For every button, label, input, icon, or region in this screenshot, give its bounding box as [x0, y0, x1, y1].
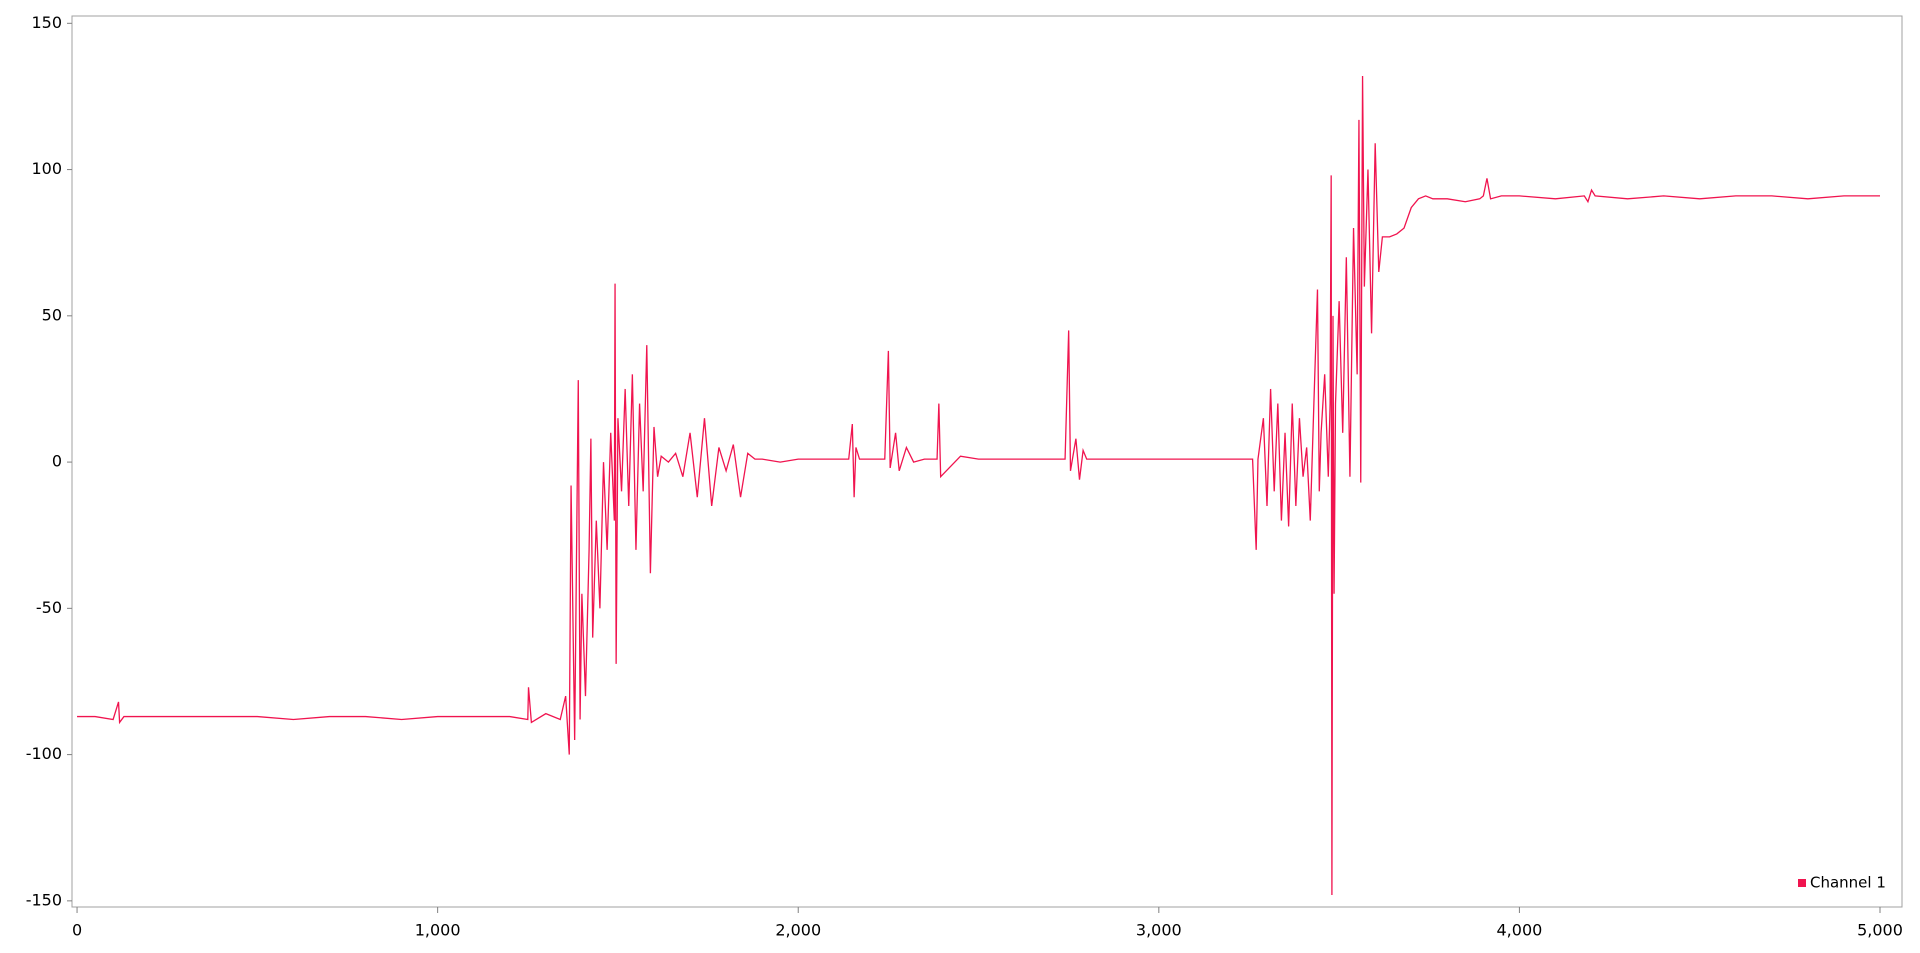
legend-swatch — [1798, 879, 1806, 887]
y-tick-label: 0 — [52, 452, 62, 471]
x-tick-label: 2,000 — [775, 921, 821, 940]
y-tick-label: 100 — [31, 159, 62, 178]
x-tick-label: 3,000 — [1136, 921, 1182, 940]
x-tick-label: 0 — [72, 921, 82, 940]
data-line — [77, 75, 1880, 896]
x-tick-label: 4,000 — [1497, 921, 1543, 940]
y-tick-label: -100 — [26, 744, 62, 763]
y-tick-label: -50 — [36, 598, 62, 617]
y-tick-label: 50 — [42, 305, 62, 324]
y-tick-label: -150 — [26, 890, 62, 909]
x-tick-label: 5,000 — [1857, 921, 1903, 940]
y-tick-label: 150 — [31, 13, 62, 32]
legend-label: Channel 1 — [1810, 874, 1886, 892]
x-tick-label: 1,000 — [415, 921, 461, 940]
plot-area — [71, 15, 1903, 908]
